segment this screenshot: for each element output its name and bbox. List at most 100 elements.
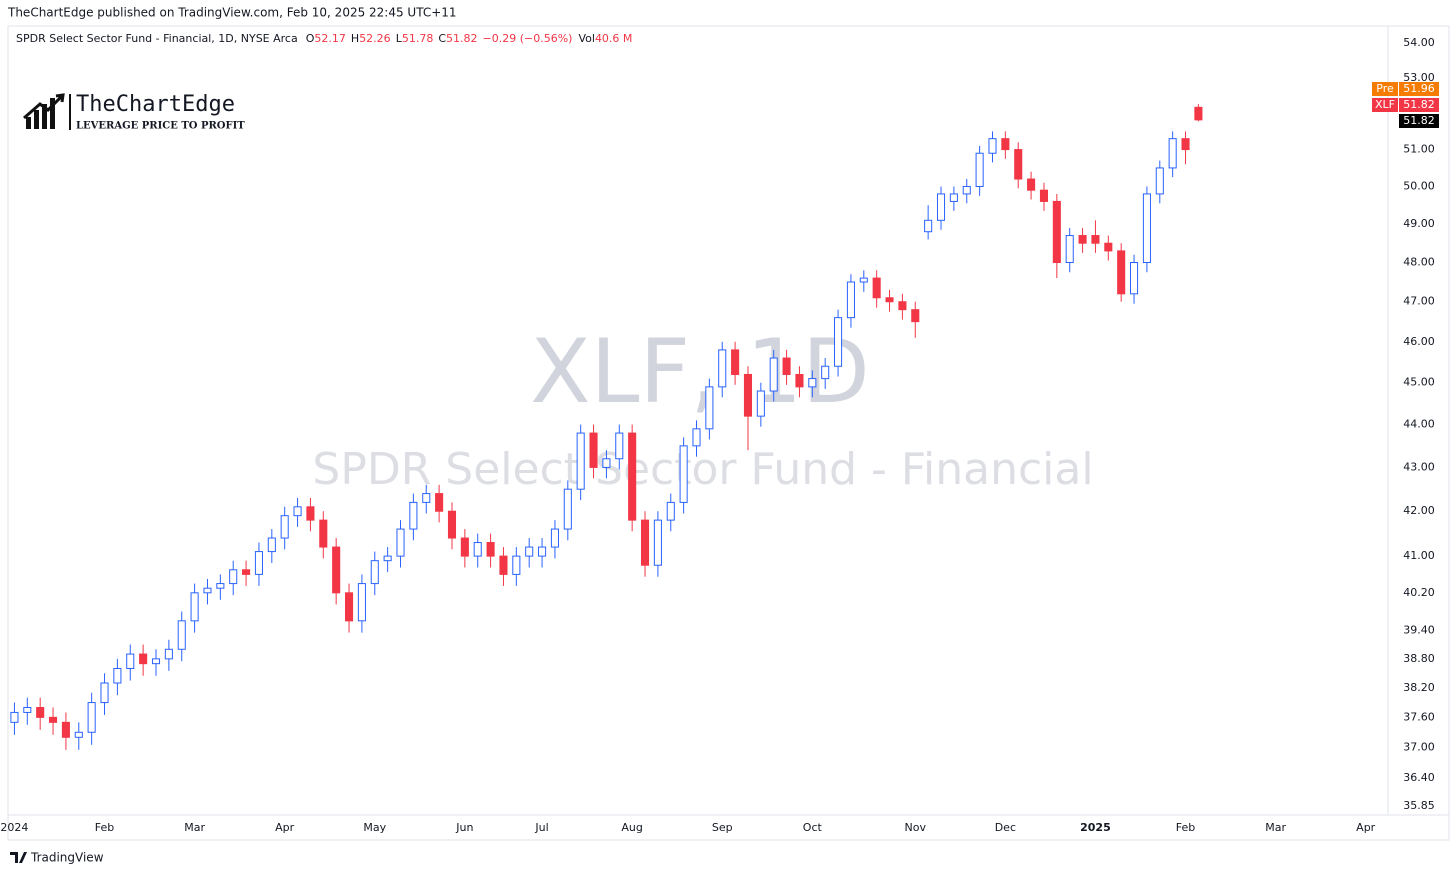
candle-body <box>254 551 263 575</box>
y-tick-label: 54.00 <box>1403 36 1435 49</box>
candle-body <box>10 711 19 723</box>
candle-body <box>409 501 418 530</box>
y-tick-label: 42.00 <box>1403 504 1435 517</box>
logo-arrow <box>23 93 65 120</box>
x-tick-label: Oct <box>803 821 823 834</box>
candle-body <box>1142 193 1151 264</box>
footer: TradingView <box>10 851 104 865</box>
candle-body <box>319 519 328 548</box>
price-label-tag <box>1372 98 1398 112</box>
legend-label: C <box>438 32 446 45</box>
candle-body <box>949 193 958 202</box>
x-tick-label: Mar <box>184 821 205 834</box>
candle-body <box>293 506 302 517</box>
candle-body <box>344 592 354 622</box>
candle-body <box>36 706 45 718</box>
x-tick-label: Apr <box>275 821 295 834</box>
legend-value: 52.26 <box>359 32 391 45</box>
price-label-box <box>1399 82 1439 96</box>
candle-body <box>1027 178 1036 191</box>
candle-body <box>589 432 598 468</box>
candle-body <box>898 301 907 311</box>
x-tick-label: Nov <box>905 821 927 834</box>
candle-body <box>499 555 508 575</box>
price-label-box <box>1399 114 1439 128</box>
candle-body <box>1001 138 1010 151</box>
watermark-symbol: XLF, 1D <box>530 320 870 423</box>
y-tick-label: 39.40 <box>1403 623 1435 636</box>
candle-body <box>396 528 405 557</box>
candle-body <box>370 560 379 585</box>
candle-body <box>1091 235 1100 244</box>
logo-bar <box>26 117 31 129</box>
candle-body <box>602 458 611 468</box>
candle-body <box>859 277 868 283</box>
y-tick-label: 44.00 <box>1403 418 1435 431</box>
candle-body <box>100 682 109 704</box>
x-tick-label: Sep <box>712 821 733 834</box>
candle-body <box>834 317 843 367</box>
candle-body <box>61 721 70 738</box>
candle-body <box>306 506 315 521</box>
y-tick-label: 38.20 <box>1403 681 1435 694</box>
candle-body <box>126 653 135 669</box>
logo-bar <box>50 98 55 129</box>
candle-body <box>731 349 740 375</box>
candle-body <box>808 378 817 388</box>
y-tick-label: 37.60 <box>1403 710 1435 723</box>
candle-body <box>1117 250 1126 295</box>
x-tick-label: Dec <box>995 821 1016 834</box>
candle-body <box>525 546 534 557</box>
candle-body <box>87 702 96 733</box>
candle-body <box>1104 242 1113 252</box>
candle-body <box>705 386 714 430</box>
brand: TradingView <box>30 851 104 865</box>
candle-body <box>242 569 251 575</box>
candle-body <box>357 583 366 622</box>
candle-body <box>640 519 650 566</box>
x-tick-label: Jul <box>534 821 548 834</box>
y-tick-label: 36.40 <box>1403 771 1435 784</box>
x-tick-label: 2024 <box>0 821 28 834</box>
candle-body <box>151 658 161 665</box>
y-tick-label: 40.20 <box>1403 586 1435 599</box>
plot <box>10 104 1203 750</box>
candle-body <box>679 445 688 503</box>
candle-body <box>550 528 559 548</box>
candle-body <box>718 349 727 388</box>
candle-body <box>795 373 804 388</box>
candle-body <box>924 219 933 233</box>
candle-body <box>280 515 289 539</box>
candle-body <box>936 193 946 221</box>
price-label-name: Pre <box>1376 82 1394 95</box>
candle-body <box>216 583 225 589</box>
watermark: XLF, 1D SPDR Select Sector Fund - Financ… <box>312 320 1093 495</box>
legend-label: O <box>306 32 315 45</box>
candle-body <box>872 277 881 299</box>
y-tick-label: 37.00 <box>1403 740 1435 753</box>
legend-volume-label: Vol <box>578 32 594 45</box>
logo-name: TheChartEdge <box>76 92 235 117</box>
frame <box>7 25 1450 841</box>
legend-value: 51.82 <box>446 32 478 45</box>
candle-body <box>1130 262 1139 295</box>
candle-body <box>1168 138 1177 169</box>
candle-body <box>1155 167 1164 195</box>
candle-body <box>460 537 469 557</box>
candle-body <box>177 620 186 650</box>
candle-body <box>911 309 920 323</box>
candle-body <box>23 706 32 713</box>
candle-body <box>885 297 894 303</box>
candle-body <box>267 537 276 553</box>
candle-body <box>1181 138 1190 151</box>
x-tick-label: Jun <box>455 821 473 834</box>
logo: TheChartEdge LEVERAGE PRICE TO PROFIT <box>23 92 245 132</box>
y-tick-label: 47.00 <box>1403 295 1435 308</box>
legend: SPDR Select Sector Fund - Financial, 1D,… <box>16 32 632 45</box>
logo-bar <box>42 104 47 129</box>
x-tick-label: Aug <box>621 821 642 834</box>
x-tick-label: 2025 <box>1080 821 1111 834</box>
y-tick-label: 46.00 <box>1403 335 1435 348</box>
